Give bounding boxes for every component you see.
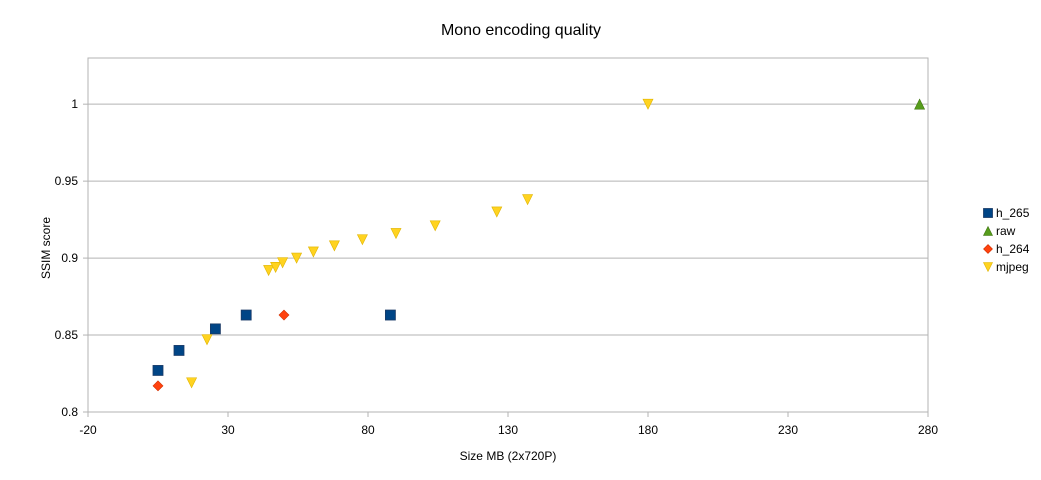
y-tick-label: 1	[71, 97, 78, 111]
data-points	[152, 98, 926, 392]
data-point-mjpeg	[356, 234, 368, 246]
x-tick-label: 130	[498, 423, 518, 437]
data-point-mjpeg	[328, 240, 340, 252]
x-tick-label: 180	[638, 423, 658, 437]
x-tick-label: 80	[361, 423, 375, 437]
legend-label: h_264	[996, 242, 1030, 256]
y-axis-label: SSIM score	[39, 217, 53, 279]
chart-title: Mono encoding quality	[441, 22, 601, 39]
data-point-mjpeg	[270, 262, 282, 273]
data-point-mjpeg	[263, 265, 275, 277]
legend-marker-mjpeg	[983, 262, 993, 273]
data-point-h-265	[384, 309, 396, 321]
x-tick-label: 30	[221, 423, 235, 437]
y-tick-label: 0.85	[55, 328, 79, 342]
legend-marker-raw	[983, 225, 993, 236]
data-point-raw	[914, 98, 926, 110]
legend-label: mjpeg	[996, 260, 1029, 274]
legend-marker-h-265	[983, 208, 993, 218]
axis-ticks: -20 30 80 130 180 230 280 0.8 0.85 0.9 0.95 1	[55, 97, 939, 437]
data-point-mjpeg	[201, 334, 213, 346]
gridlines	[88, 103, 928, 413]
x-tick-label: 230	[778, 423, 798, 437]
data-point-h-264	[278, 309, 290, 321]
legend-label: raw	[996, 224, 1016, 238]
x-tick-label: -20	[79, 423, 97, 437]
legend-label: h_265	[996, 206, 1030, 220]
y-tick-label: 0.8	[61, 405, 78, 419]
data-point-mjpeg	[491, 206, 503, 218]
x-tick-label: 280	[918, 423, 938, 437]
y-tick-label: 0.9	[61, 251, 78, 265]
data-point-h-264	[152, 380, 164, 392]
x-axis-label: Size MB (2x720P)	[460, 449, 557, 463]
data-point-h-265	[173, 345, 185, 356]
plot-area	[87, 57, 929, 413]
data-point-mjpeg	[186, 377, 198, 389]
data-point-mjpeg	[642, 98, 654, 110]
data-point-mjpeg	[390, 228, 402, 240]
data-point-mjpeg	[277, 257, 289, 269]
data-point-h-265	[152, 365, 164, 376]
data-point-mjpeg	[307, 246, 319, 258]
data-point-h-265	[209, 323, 221, 335]
data-point-mjpeg	[291, 252, 303, 264]
data-point-mjpeg	[429, 220, 441, 232]
y-tick-label: 0.95	[55, 174, 79, 188]
legend-marker-h-264	[983, 244, 993, 254]
data-point-h-265	[240, 309, 252, 321]
data-point-mjpeg	[522, 194, 534, 206]
